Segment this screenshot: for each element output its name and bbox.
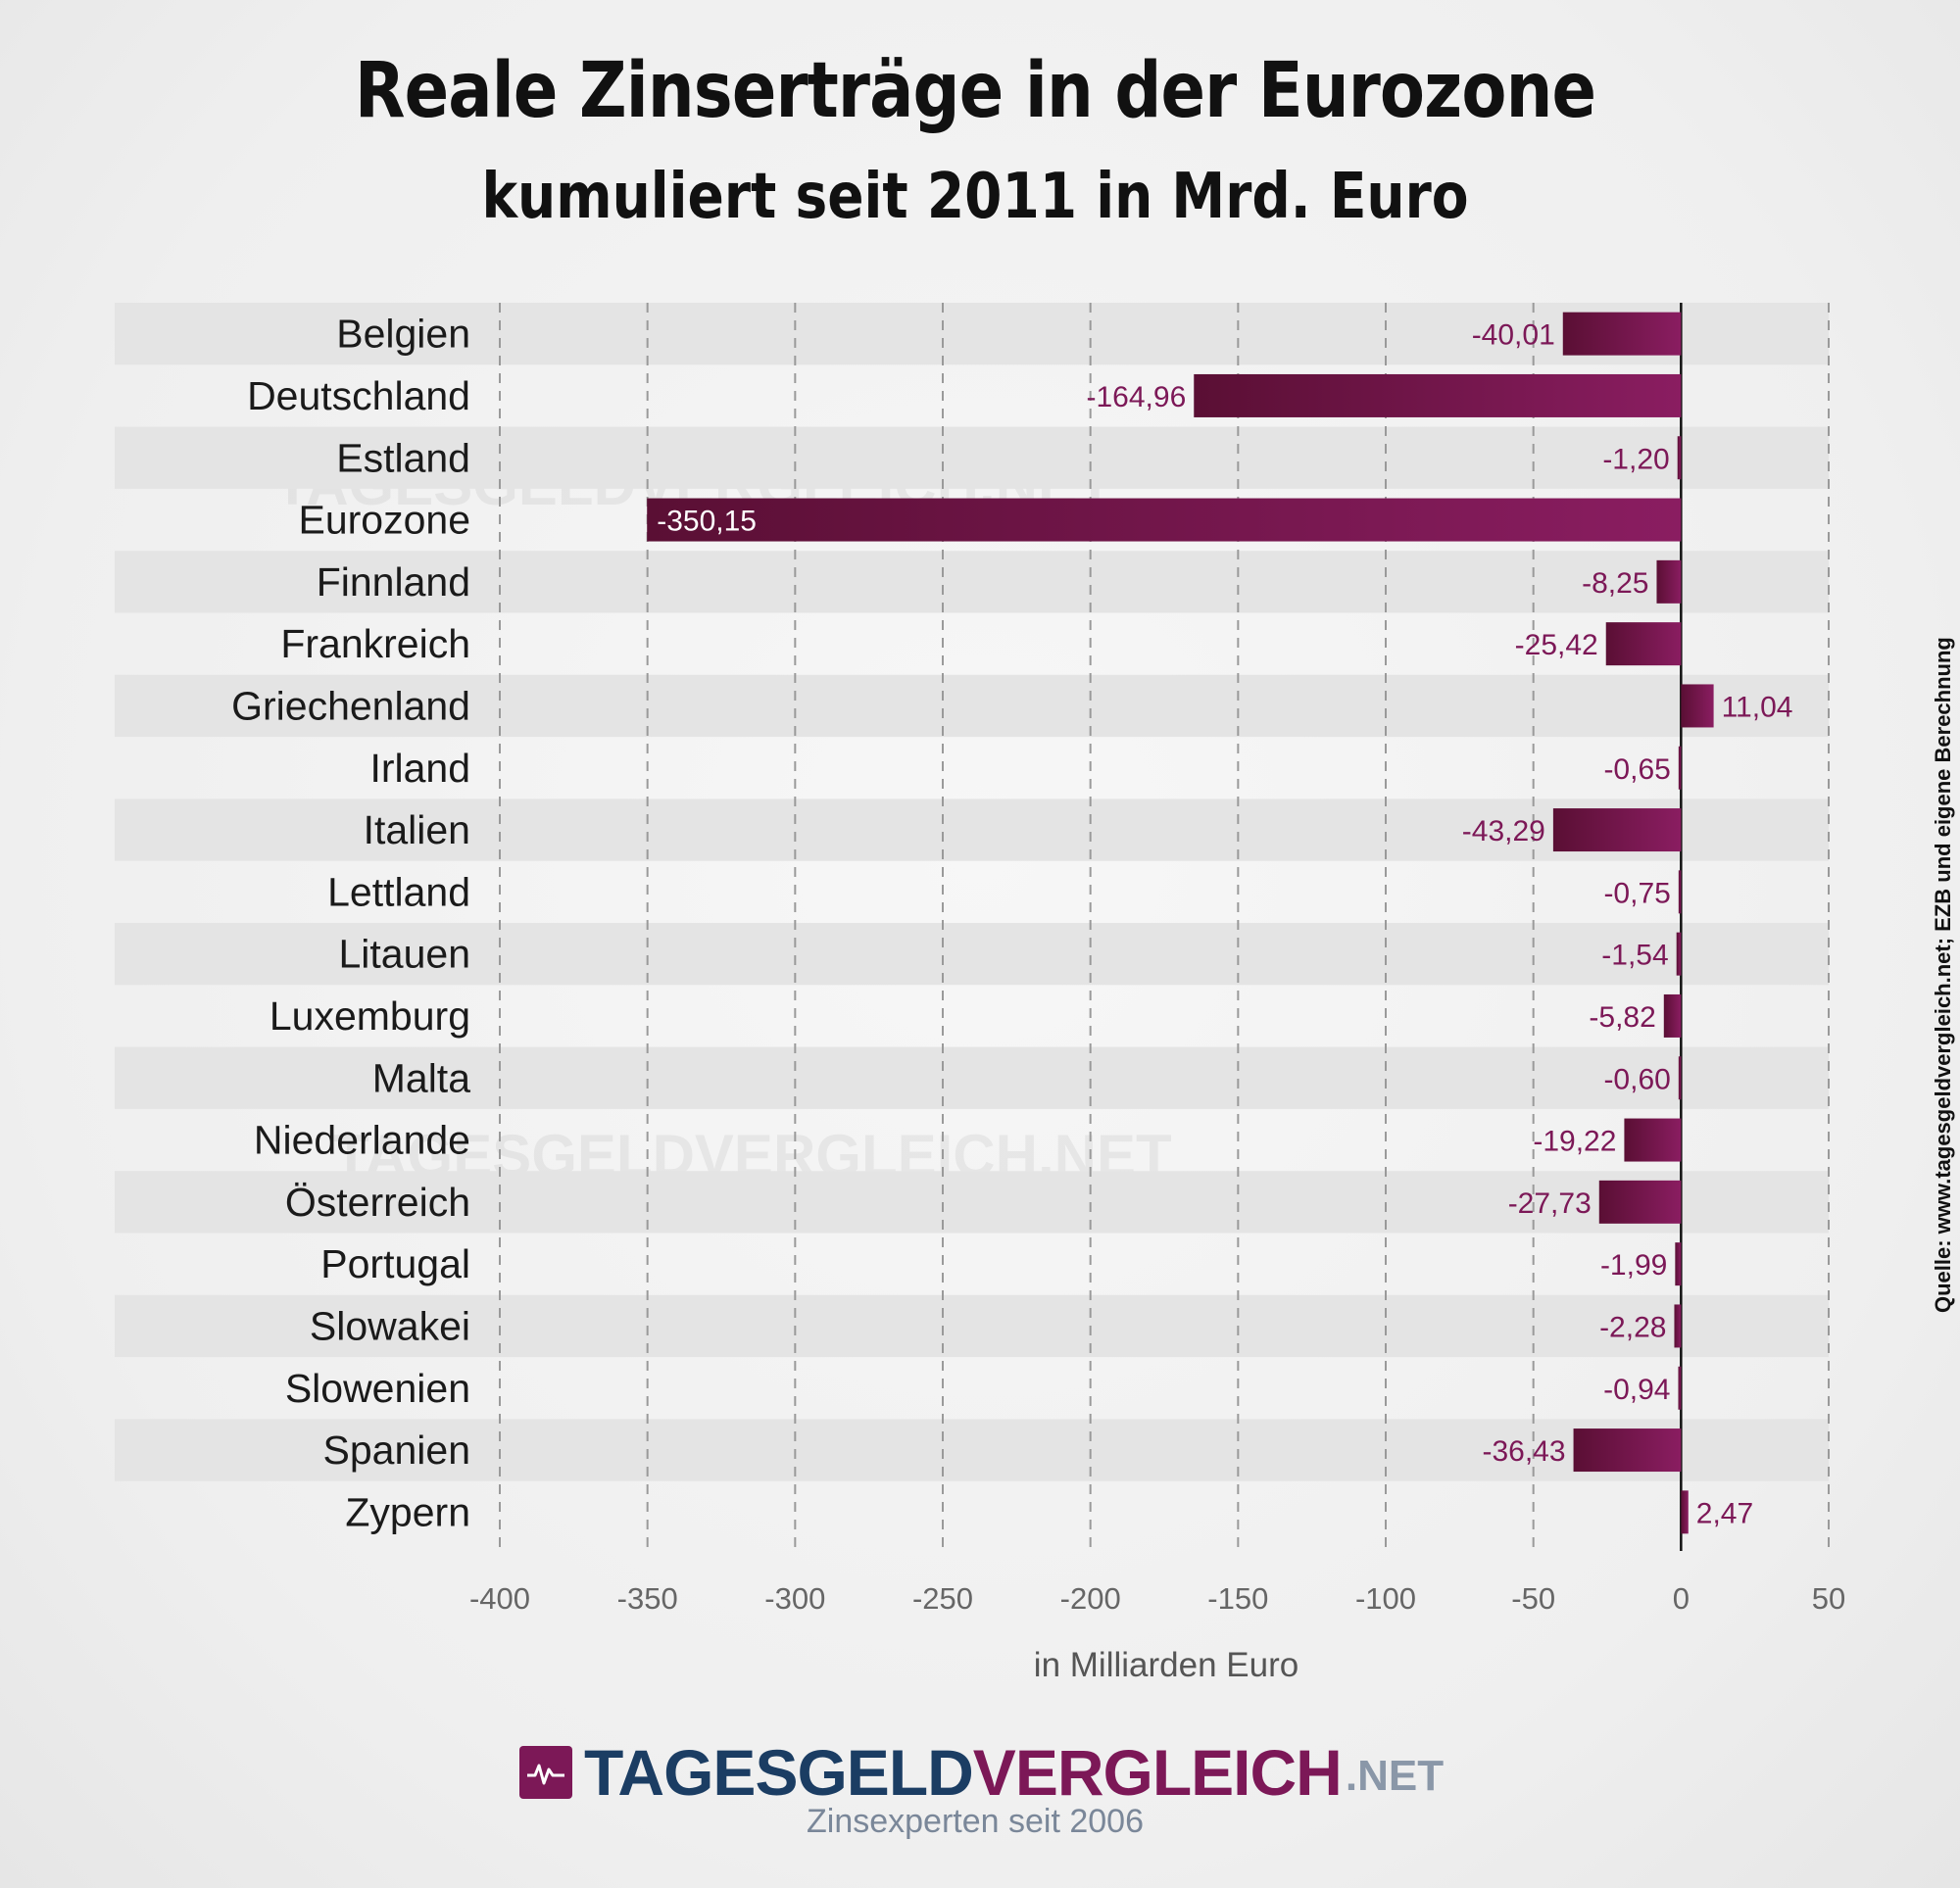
- x-axis-title: in Milliarden Euro: [1034, 1646, 1298, 1684]
- row-stripe: [115, 426, 1829, 489]
- bar-chart: Belgien -40,01 Deutschland -164,96 Estland -1…: [115, 303, 1845, 1684]
- brand-tagline: Zinsexperten seit 2006: [807, 1803, 1144, 1840]
- bar: [1624, 1118, 1682, 1162]
- category-label: Malta: [372, 1055, 470, 1100]
- value-label: -1,54: [1601, 940, 1668, 972]
- category-label: Portugal: [320, 1241, 470, 1286]
- chart-pulse-icon: [519, 1746, 572, 1799]
- category-label: Irland: [369, 746, 470, 791]
- value-label: -25,42: [1515, 629, 1598, 661]
- value-label: -2,28: [1599, 1311, 1666, 1343]
- value-label: -164,96: [1087, 381, 1187, 413]
- value-label: -0,75: [1603, 877, 1670, 909]
- logo-text-part1: TAGESGELD: [584, 1736, 974, 1809]
- category-label: Lettland: [327, 869, 470, 914]
- bar: [647, 498, 1682, 542]
- category-label: Luxemburg: [270, 993, 470, 1039]
- value-label: -8,25: [1582, 567, 1648, 600]
- x-tick-label: -100: [1355, 1581, 1416, 1616]
- bar: [1663, 993, 1682, 1038]
- value-label: -43,29: [1462, 815, 1545, 847]
- category-label: Belgien: [336, 312, 470, 357]
- category-label: Niederlande: [254, 1118, 470, 1163]
- bar: [1678, 1366, 1682, 1410]
- category-label: Slowenien: [285, 1366, 470, 1411]
- logo-text-part2: VERGLEICH: [972, 1736, 1343, 1809]
- category-label: Estland: [336, 435, 470, 480]
- category-label: Litauen: [338, 932, 470, 977]
- category-label: Zypern: [345, 1489, 470, 1534]
- category-label: Österreich: [285, 1180, 470, 1225]
- row-stripe: [115, 303, 1829, 365]
- x-tick-label: -350: [617, 1581, 678, 1616]
- value-label: -1,20: [1602, 443, 1669, 475]
- bar: [1676, 932, 1682, 976]
- category-label: Eurozone: [298, 498, 470, 543]
- category-label: Deutschland: [247, 373, 470, 418]
- category-label: Finnland: [317, 559, 470, 605]
- x-tick-label: -400: [469, 1581, 530, 1616]
- value-label: -1,99: [1600, 1249, 1667, 1282]
- category-label: Griechenland: [231, 683, 470, 728]
- x-tick-label: -150: [1207, 1581, 1268, 1616]
- bar: [1194, 373, 1682, 417]
- x-tick-label: -200: [1060, 1581, 1121, 1616]
- bar: [1605, 622, 1682, 666]
- row-stripe: [115, 799, 1829, 861]
- value-label: -36,43: [1482, 1435, 1565, 1468]
- value-label: 2,47: [1696, 1497, 1753, 1529]
- bar: [1598, 1180, 1682, 1224]
- bar: [1678, 1056, 1682, 1100]
- logo-text-suffix: .NET: [1345, 1752, 1445, 1800]
- bar: [1681, 684, 1714, 728]
- bar: [1674, 1304, 1682, 1348]
- row-stripe: [115, 674, 1829, 738]
- value-label: -27,73: [1508, 1187, 1592, 1220]
- x-tick-label: -250: [912, 1581, 973, 1616]
- value-label: -40,01: [1472, 319, 1555, 352]
- row-stripe: [115, 1171, 1829, 1234]
- bar: [1675, 1242, 1682, 1286]
- value-label: -0,60: [1603, 1063, 1670, 1095]
- row-stripe: [115, 923, 1829, 986]
- x-tick-label: 50: [1812, 1581, 1845, 1616]
- row-stripe: [115, 1294, 1829, 1358]
- row-stripe: [115, 1419, 1829, 1481]
- category-label: Slowakei: [310, 1303, 470, 1348]
- source-note: Quelle: www.tagesgeldvergleich.net; EZB …: [1931, 637, 1955, 1313]
- value-label: -350,15: [657, 506, 757, 538]
- category-label: Frankreich: [280, 621, 470, 666]
- bar: [1681, 1490, 1689, 1534]
- bar: [1677, 436, 1682, 480]
- row-stripe: [115, 551, 1829, 613]
- chart-title: Reale Zinserträge in der Eurozone: [354, 47, 1596, 135]
- value-label: -0,94: [1603, 1374, 1670, 1406]
- bar: [1552, 808, 1682, 852]
- bar: [1678, 870, 1682, 914]
- x-tick-label: -300: [764, 1581, 825, 1616]
- value-label: -19,22: [1533, 1126, 1616, 1158]
- x-tick-label: 0: [1673, 1581, 1690, 1616]
- bar: [1573, 1428, 1682, 1473]
- value-label: -5,82: [1589, 1001, 1655, 1034]
- category-label: Italien: [364, 807, 470, 852]
- bar: [1678, 746, 1682, 790]
- bar: [1656, 559, 1682, 604]
- brand-logo: TAGESGELD VERGLEICH .NET: [519, 1736, 1444, 1809]
- bar: [1562, 312, 1682, 356]
- x-tick-label: -50: [1511, 1581, 1555, 1616]
- value-label: -0,65: [1603, 753, 1670, 786]
- value-label: 11,04: [1722, 691, 1793, 723]
- category-label: Spanien: [323, 1428, 470, 1473]
- chart-subtitle: kumuliert seit 2011 in Mrd. Euro: [481, 161, 1469, 233]
- row-stripe: [115, 1046, 1829, 1109]
